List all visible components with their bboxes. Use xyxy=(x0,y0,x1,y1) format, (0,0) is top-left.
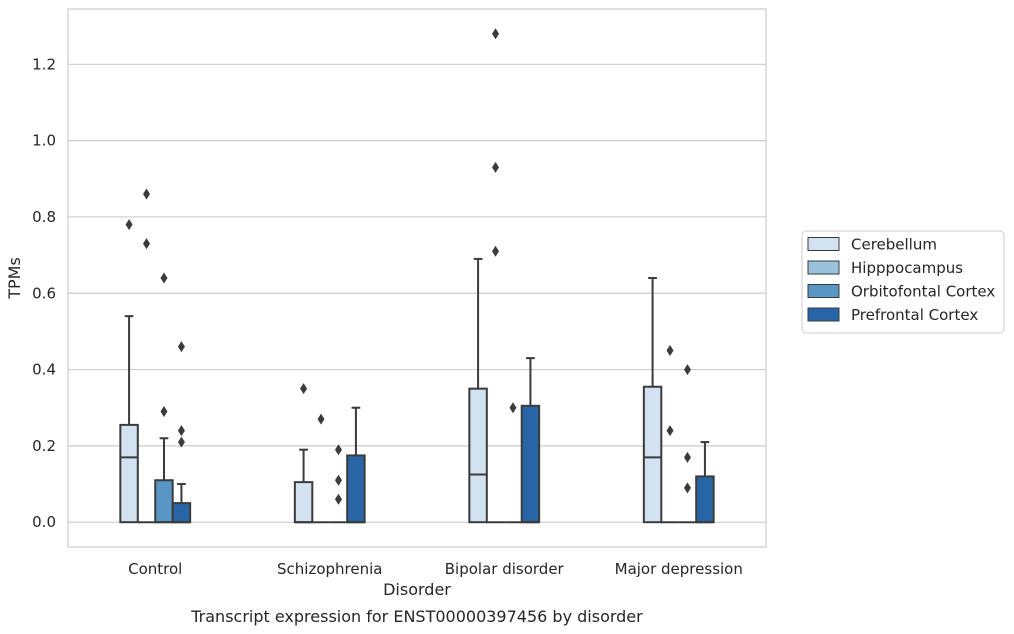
outlier-point xyxy=(160,406,168,418)
box xyxy=(171,502,192,524)
outlier-point xyxy=(683,482,691,494)
outlier-point xyxy=(317,413,325,425)
box xyxy=(154,479,174,524)
x-tick-label: Control xyxy=(128,560,182,578)
plot-frame xyxy=(67,8,767,548)
legend: Cerebellum Hipppocampus Orbitofontal Corte… xyxy=(801,230,1005,334)
outlier-point xyxy=(177,425,185,437)
box xyxy=(520,404,541,524)
outlier-point xyxy=(492,28,500,40)
y-tick-label: 0.2 xyxy=(32,437,56,455)
outlier-point xyxy=(334,493,342,505)
box xyxy=(642,385,663,524)
legend-label: Orbitofontal Cortex xyxy=(851,283,995,301)
box xyxy=(119,423,139,524)
outlier-point xyxy=(334,474,342,486)
y-tick-labels: 0.0 0.2 0.4 0.6 0.8 1.0 1.2 xyxy=(32,55,56,531)
legend-swatch xyxy=(807,284,840,298)
outlier-point xyxy=(143,188,151,200)
outlier-point xyxy=(666,425,674,437)
box xyxy=(695,475,715,524)
chart-caption: Transcript expression for ENST0000039745… xyxy=(190,607,643,626)
outlier-points xyxy=(125,28,691,505)
outlier-point xyxy=(492,161,500,173)
y-tick-label: 1.2 xyxy=(32,55,56,73)
legend-swatch xyxy=(807,307,840,322)
outlier-point xyxy=(177,436,185,448)
outlier-point xyxy=(177,341,185,353)
legend-swatch xyxy=(807,260,840,275)
legend-frame xyxy=(801,230,1005,334)
y-tick-label: 0.0 xyxy=(32,513,56,531)
y-tick-label: 0.8 xyxy=(32,208,56,226)
outlier-point xyxy=(683,451,691,463)
x-tick-labels: Control Schizophrenia Bipolar disorder Majo… xyxy=(128,560,743,578)
legend-label: Prefrontal Cortex xyxy=(851,306,978,324)
outlier-point xyxy=(125,219,133,231)
y-tick-label: 0.4 xyxy=(32,361,56,379)
legend-label: Hipppocampus xyxy=(851,259,963,277)
box xyxy=(293,481,314,524)
x-tick-label: Bipolar disorder xyxy=(445,560,565,578)
outlier-point xyxy=(666,344,674,356)
box xyxy=(346,454,366,524)
y-tick-label: 1.0 xyxy=(32,132,56,150)
outlier-point xyxy=(492,245,500,257)
outlier-point xyxy=(334,444,342,456)
y-axis-label: TPMs xyxy=(5,257,24,300)
outlier-point xyxy=(160,272,168,284)
outlier-point xyxy=(300,383,308,395)
x-axis-label: Disorder xyxy=(383,580,451,599)
legend-label: Cerebellum xyxy=(851,236,937,254)
legend-swatch xyxy=(807,237,840,251)
y-tick-label: 0.6 xyxy=(32,284,56,302)
outlier-point xyxy=(683,364,691,376)
box-series xyxy=(119,257,715,524)
box xyxy=(468,387,488,524)
outlier-point xyxy=(509,402,517,414)
x-tick-label: Schizophrenia xyxy=(277,560,382,578)
x-tick-label: Major depression xyxy=(615,560,743,578)
outlier-point xyxy=(143,238,151,250)
